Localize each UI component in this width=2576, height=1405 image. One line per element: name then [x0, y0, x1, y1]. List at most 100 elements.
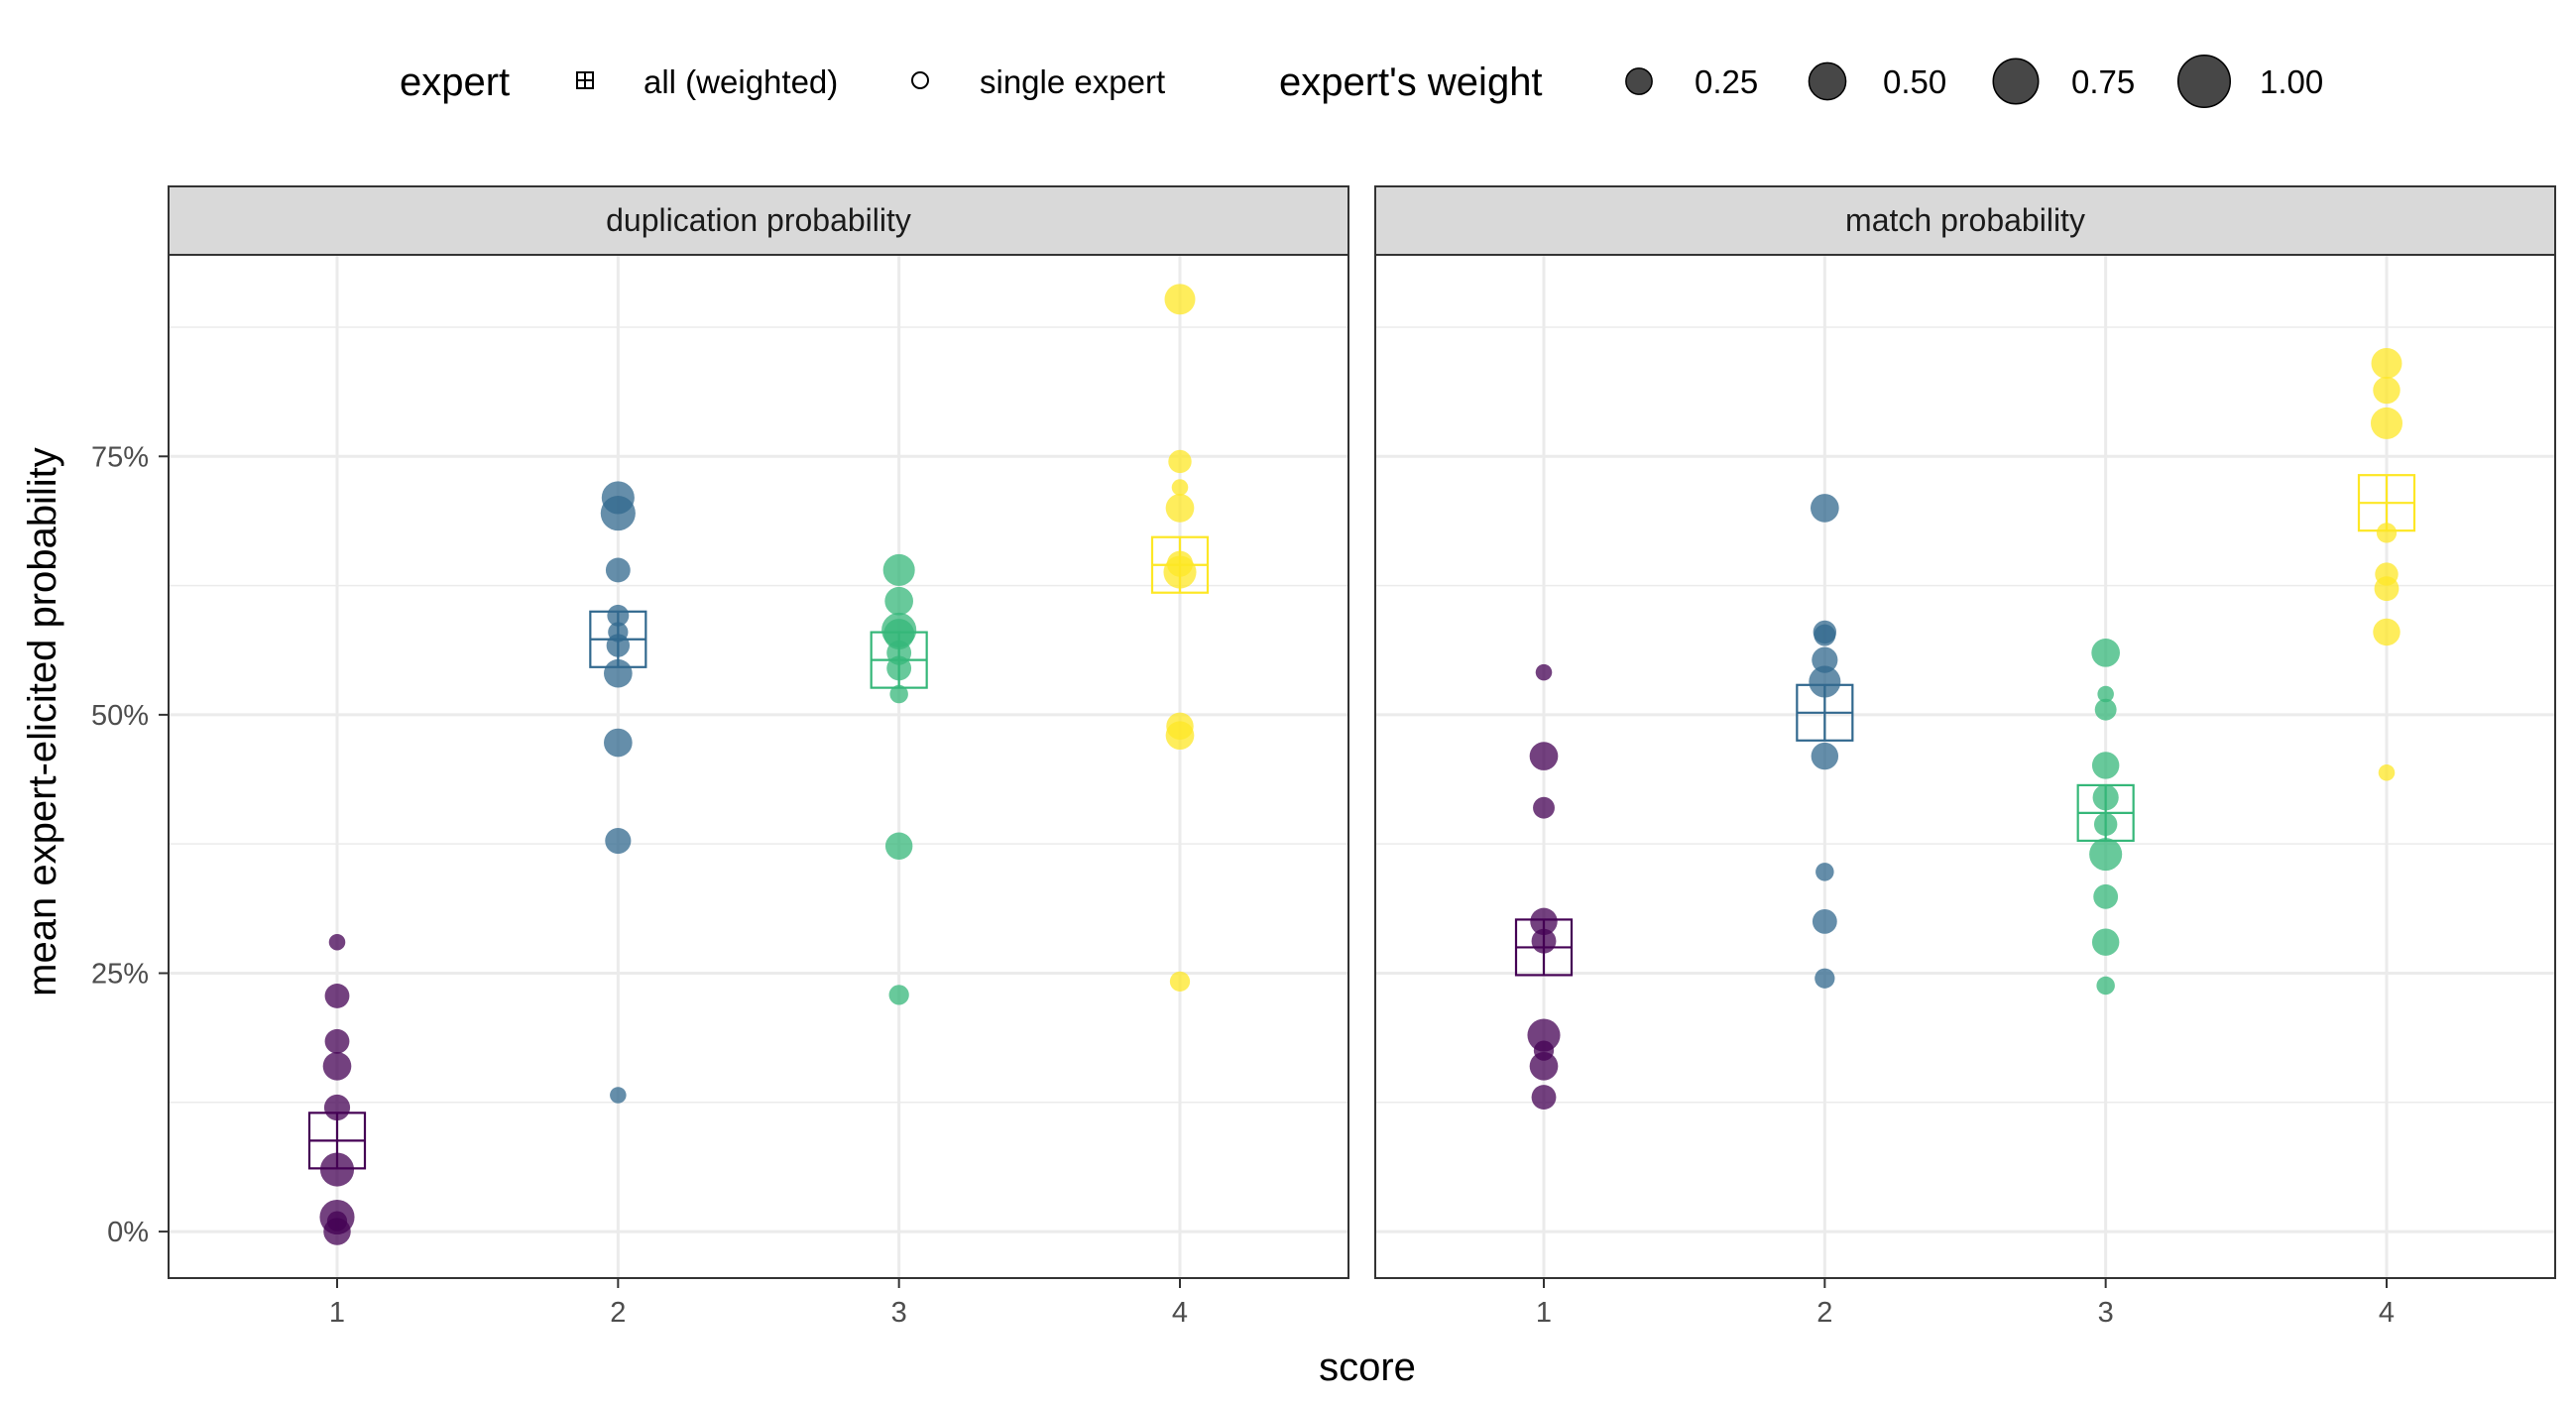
expert-point — [1529, 1051, 1559, 1081]
panel-background — [1375, 255, 2555, 1278]
expert-point — [1811, 494, 1839, 523]
weight-legend-circle-icon — [1625, 67, 1653, 95]
y-tick-label: 25% — [91, 958, 149, 990]
expert-point — [2096, 976, 2115, 995]
expert-point — [324, 1028, 350, 1054]
weight-legend-items: 0.25 0.50 0.75 1.00 — [1625, 54, 2323, 109]
expert-point — [2371, 347, 2402, 379]
weight-legend-circle-icon — [1808, 61, 1847, 101]
boxed-plus-icon — [576, 71, 594, 89]
open-circle-icon — [911, 71, 929, 89]
expert-point — [1814, 624, 1836, 646]
panel-background — [169, 255, 1348, 1278]
expert-point — [1533, 796, 1555, 819]
weight-legend-label: 1.00 — [2260, 63, 2323, 100]
expert-point — [2091, 639, 2120, 667]
expert-point — [2374, 576, 2400, 602]
weight-legend-label: 0.25 — [1695, 63, 1758, 100]
expert-point — [1812, 908, 1837, 934]
expert-point — [322, 1051, 352, 1081]
expert-point — [604, 728, 633, 758]
weight-legend-circle-icon — [2176, 54, 2232, 109]
expert-point — [1171, 479, 1189, 496]
y-tick-label: 0% — [107, 1217, 149, 1248]
y-axis-title: mean expert-elicited probability — [21, 447, 64, 996]
weight-legend-circle-icon — [1992, 58, 2040, 105]
expert-point — [2091, 928, 2120, 956]
expert-point — [2376, 523, 2398, 543]
x-tick-label: 2 — [1816, 1297, 1832, 1329]
expert-point — [323, 1094, 351, 1121]
expert-point — [1169, 971, 1191, 992]
x-tick-label: 1 — [1536, 1297, 1552, 1329]
expert-point — [1168, 449, 1192, 474]
weighted-mean-marker — [1514, 918, 1574, 977]
x-tick-label: 3 — [891, 1297, 907, 1329]
expert-point — [1815, 863, 1834, 881]
panel-border — [168, 254, 1349, 1279]
facet-strip — [1374, 185, 2556, 256]
expert-point — [2091, 752, 2120, 779]
legend-weight-title: expert's weight — [1279, 60, 1543, 104]
weight-legend-label: 0.75 — [2071, 63, 2135, 100]
y-tick-label: 75% — [91, 441, 149, 473]
expert-point — [1812, 646, 1838, 673]
expert-point — [319, 1152, 355, 1187]
y-tick-label: 50% — [91, 700, 149, 732]
expert-point — [1531, 1085, 1557, 1110]
legend: expert all (weighted) single expert expe… — [400, 54, 2323, 109]
expert-point — [2094, 698, 2117, 721]
facet-strip-title: duplication probability — [606, 202, 911, 238]
weighted-mean-marker — [307, 1112, 367, 1170]
expert-point — [2093, 883, 2119, 909]
expert-point — [2370, 407, 2403, 439]
expert-point — [884, 586, 913, 616]
expert-point — [323, 1218, 351, 1245]
expert-point — [2089, 838, 2123, 872]
expert-point — [889, 684, 908, 704]
x-tick-label: 4 — [2379, 1297, 2395, 1329]
x-axis-title: score — [1319, 1346, 1416, 1389]
legend-item-single-expert: single expert — [980, 63, 1165, 100]
weighted-mean-marker — [1796, 683, 1854, 742]
panel-border — [1374, 254, 2556, 1279]
expert-point — [610, 1087, 627, 1104]
weighted-mean-marker — [2357, 474, 2416, 532]
expert-point — [1809, 665, 1841, 698]
expert-point — [2373, 618, 2400, 646]
expert-point — [1811, 742, 1839, 770]
expert-point — [605, 827, 632, 855]
expert-point — [1165, 721, 1195, 751]
expert-point — [324, 984, 350, 1008]
expert-point — [888, 985, 909, 1005]
expert-point — [605, 557, 631, 583]
x-tick-label: 2 — [610, 1297, 626, 1329]
expert-point — [1535, 663, 1553, 681]
weighted-mean-marker — [1150, 535, 1210, 594]
facet-panel: match probability 1 2 3 4 — [1374, 185, 2556, 1329]
weighted-mean-marker — [870, 631, 928, 689]
expert-point — [884, 832, 913, 860]
facet-strip-title: match probability — [1845, 202, 2085, 238]
expert-point — [882, 553, 915, 586]
expert-point — [1529, 742, 1559, 770]
expert-point — [1527, 1018, 1561, 1052]
legend-item-all-weighted: all (weighted) — [644, 63, 838, 100]
expert-point — [2373, 376, 2400, 405]
expert-point — [1815, 968, 1835, 989]
expert-point — [2378, 763, 2396, 781]
facet-panel: duplication probability 1 2 3 4 0% 25% 50% 75% — [91, 185, 1349, 1329]
expert-point — [1164, 284, 1196, 315]
weighted-mean-marker — [589, 610, 647, 668]
expert-point — [2097, 685, 2114, 703]
x-tick-label: 3 — [2098, 1297, 2114, 1329]
facet-strip — [168, 185, 1349, 256]
weight-legend-label: 0.50 — [1883, 63, 1946, 100]
x-tick-label: 4 — [1172, 1297, 1188, 1329]
x-tick-label: 1 — [329, 1297, 345, 1329]
facet-panels: duplication probability 1 2 3 4 0% 25% 50% 75% ma… — [91, 185, 2556, 1329]
expert-point — [600, 496, 636, 531]
expert-point — [1165, 494, 1195, 523]
expert-point — [328, 933, 346, 951]
